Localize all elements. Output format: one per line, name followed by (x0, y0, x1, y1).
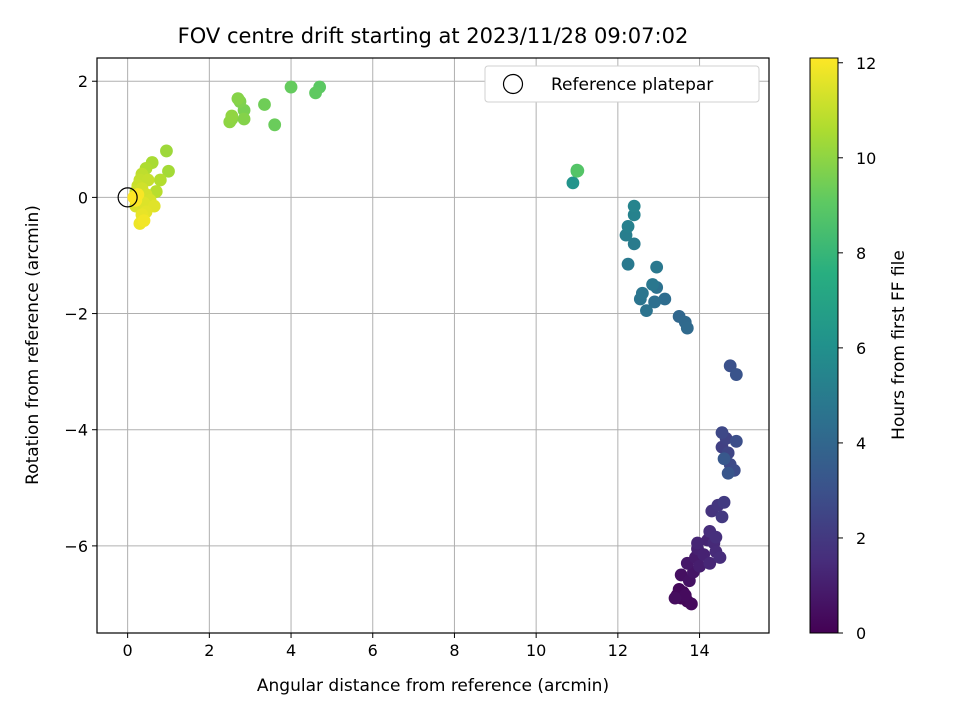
data-point (231, 92, 245, 106)
data-point (729, 434, 743, 448)
x-axis-label: Angular distance from reference (arcmin) (257, 676, 609, 696)
colorbar-tick-label: 0 (856, 624, 866, 643)
y-tick-label: −6 (64, 537, 88, 556)
colorbar-tick-label: 4 (856, 434, 866, 453)
data-point (646, 278, 659, 291)
data-point (627, 199, 641, 213)
data-point (566, 176, 580, 190)
colorbar-tick-label: 8 (856, 244, 866, 263)
data-point (627, 237, 641, 251)
grid-lines (97, 58, 769, 633)
data-point (648, 295, 662, 309)
data-point (703, 556, 717, 570)
data-point (717, 495, 731, 509)
data-point (640, 304, 653, 318)
x-axis-ticks: 0 2 4 6 8 10 12 14 (123, 633, 710, 660)
y-axis-label: Rotation from reference (arcmin) (23, 205, 43, 485)
x-tick-label: 4 (286, 641, 296, 660)
x-tick-label: 8 (449, 641, 459, 660)
y-tick-label: 2 (78, 72, 88, 91)
data-point (284, 80, 298, 94)
data-point (571, 164, 585, 178)
data-point (127, 190, 141, 204)
colorbar-tick-label: 6 (856, 339, 866, 358)
reference-platepar-marker (117, 187, 138, 208)
data-point (691, 536, 704, 550)
legend-marker (502, 73, 524, 95)
data-point (680, 321, 694, 335)
legend-label: Reference platepar (551, 75, 713, 95)
plot-frame (96, 57, 770, 634)
legend: Reference platepar (484, 65, 760, 103)
data-point (258, 98, 271, 111)
data-point (309, 86, 322, 100)
data-point (678, 588, 692, 602)
x-tick-label: 0 (123, 641, 133, 660)
colorbar-tick-label: 2 (856, 529, 866, 548)
data-point (715, 426, 729, 440)
data-point (237, 112, 251, 126)
data-point (225, 109, 239, 123)
data-points (117, 80, 743, 611)
data-point (715, 510, 729, 524)
data-point (621, 257, 635, 271)
x-tick-label: 6 (368, 641, 378, 660)
chart-title: FOV centre drift starting at 2023/11/28 … (178, 24, 689, 48)
y-axis-ticks: 2 0 −2 −4 −6 (64, 72, 97, 556)
data-point (137, 214, 151, 228)
x-tick-label: 10 (526, 641, 546, 660)
colorbar-label: Hours from first FF file (889, 250, 909, 440)
data-point (693, 559, 706, 573)
data-point (721, 466, 735, 480)
legend-box (484, 65, 760, 103)
colorbar-ticks: 0 2 4 6 8 10 12 (838, 54, 876, 643)
y-tick-label: 0 (78, 188, 88, 207)
data-point (713, 551, 727, 564)
data-point (635, 286, 649, 300)
colorbar-gradient (809, 57, 839, 634)
colorbar-tick-label: 10 (856, 149, 876, 168)
data-point (717, 452, 731, 466)
x-tick-label: 12 (608, 641, 628, 660)
colorbar-tick-label: 12 (856, 54, 876, 73)
y-tick-label: −4 (64, 421, 88, 440)
data-point (162, 164, 175, 178)
y-tick-label: −2 (64, 305, 88, 324)
data-point (729, 368, 743, 381)
data-point (709, 530, 723, 544)
data-point (153, 173, 167, 187)
data-point (650, 260, 664, 274)
data-point (160, 144, 173, 158)
colorbar: 0 2 4 6 8 10 12 Hours from first FF file (809, 54, 909, 643)
data-point (668, 591, 682, 605)
x-tick-label: 2 (204, 641, 214, 660)
x-tick-label: 14 (689, 641, 709, 660)
data-point (658, 292, 672, 306)
data-point (621, 220, 635, 233)
data-point (268, 118, 282, 132)
